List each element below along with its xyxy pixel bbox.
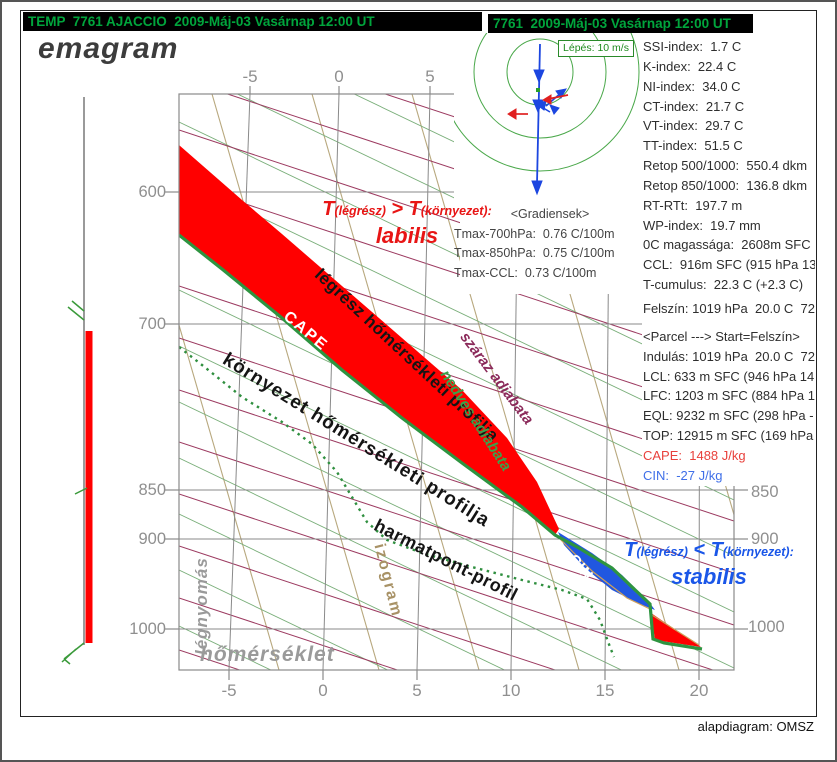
y-tick-right-1000: 1000 — [748, 618, 785, 636]
hodograph — [454, 33, 640, 196]
index-line: Retop 500/1000: 550.4 dkm — [643, 158, 808, 174]
gradients-block: <Gradiensek> Tmax-700hPa: 0.76 C/100m Tm… — [454, 205, 646, 283]
index-line: K-index: 22.4 C — [643, 58, 737, 74]
labile-annotation: T(légrész) > T(környezet): labilis — [298, 198, 516, 249]
index-line: CT-index: 21.7 C — [643, 98, 745, 114]
index-line: VT-index: 29.7 C — [643, 118, 744, 134]
x-tick-m5: -5 — [221, 681, 237, 700]
dewpoint-profile-line — [179, 346, 616, 658]
wind-barb-bottom — [61, 642, 85, 665]
parcel-line: EQL: 9232 m SFC (298 hPa - — [643, 408, 814, 424]
index-line: CCL: 916m SFC (915 hPa 13 — [643, 257, 815, 273]
stable-word: stabilis — [671, 564, 747, 589]
wind-barb-top — [67, 300, 85, 321]
wind-vectors-red — [507, 94, 569, 120]
x-tick-top-0: 0 — [334, 67, 344, 86]
left-wind-staff — [61, 97, 93, 665]
x-tick-0: 0 — [318, 681, 328, 700]
cape-layer-bar — [85, 331, 93, 643]
x-tick-5: 5 — [412, 681, 422, 700]
indices-panel-bg — [642, 33, 816, 486]
x-tick-20: 20 — [689, 681, 709, 700]
station-header-right: 7761 2009-Máj-03 Vasárnap 12:00 UT — [488, 14, 753, 33]
axis-ticks — [164, 86, 748, 680]
y-tick-600: 600 — [138, 183, 166, 201]
x-tick-10: 10 — [501, 681, 521, 700]
pressure-axis-label: légnyomás — [192, 557, 211, 655]
index-line: Retop 850/1000: 136.8 dkm — [643, 177, 808, 193]
indices-panel: SSI-index: 1.7 C K-index: 22.4 C NI-inde… — [643, 37, 815, 486]
hodograph-panel-bg — [454, 33, 644, 206]
gradients-panel-bg — [460, 202, 642, 294]
y-tick-850: 850 — [138, 481, 166, 499]
environment-profile-line — [179, 233, 703, 651]
surface-line: Felszín: 1019 hPa 20.0 C 72 — [643, 300, 815, 316]
index-line: NI-index: 34.0 C — [643, 78, 741, 94]
gradient-line: Tmax-850hPa: 0.75 C/100m — [454, 246, 615, 260]
parcel-title: <Parcel ---> Start=Felszín> — [643, 328, 800, 344]
parcel-line: LFC: 1203 m SFC (884 hPa 1 — [643, 388, 815, 404]
cape-area — [179, 145, 559, 535]
x-tick-top-m5: -5 — [242, 67, 258, 86]
index-line: 0C magassága: 2608m SFC — [643, 237, 811, 253]
x-tick-15: 15 — [595, 681, 615, 700]
index-line: TT-index: 51.5 C — [643, 138, 743, 154]
stable-annotation: T(légrész) < T(környezet): stabilis — [600, 539, 818, 590]
hodograph-ring-20 — [473, 33, 607, 139]
gradients-title: <Gradiensek> — [510, 207, 590, 221]
parcel-line: TOP: 12915 m SFC (169 hPa — [643, 428, 814, 444]
y-tick-1000: 1000 — [129, 620, 166, 638]
content-frame — [20, 10, 817, 717]
station-header-left: TEMP 7761 AJACCIO 2009-Máj-03 Vasárnap 1… — [23, 12, 482, 31]
parcel-block: <Parcel ---> Start=Felszín> Indulás: 101… — [643, 327, 815, 486]
index-line: T-cumulus: 22.3 C (+2.3 C) — [643, 277, 804, 293]
stable-formula: T(légrész) < T(környezet): — [624, 539, 794, 561]
x-tick-top-5: 5 — [425, 67, 435, 86]
parcel-line: Indulás: 1019 hPa 20.0 C 72 — [643, 348, 815, 364]
y-tick-700: 700 — [138, 315, 166, 333]
y-tick-right-850: 850 — [751, 483, 779, 501]
gradient-line: Tmax-CCL: 0.73 C/100m — [454, 265, 597, 280]
temperature-axis-label: hőmérséklet — [200, 643, 335, 666]
cape-value: CAPE: 1488 J/kg — [643, 447, 746, 463]
labile-formula: T(légrész) > T(környezet): — [322, 198, 492, 220]
index-line: RT-RTt: 197.7 m — [643, 197, 743, 213]
gradient-line: Tmax-700hPa: 0.76 C/100m — [454, 226, 615, 241]
parcel-low-trace — [559, 538, 700, 646]
parcel-line: LCL: 633 m SFC (946 hPa 14 — [643, 368, 815, 384]
hodograph-ring-30 — [454, 33, 640, 172]
y-tick-right-900: 900 — [751, 530, 779, 548]
wind-vectors-blue — [531, 43, 567, 196]
labile-word: labilis — [375, 223, 439, 248]
cin-value: CIN: -27 J/kg — [643, 467, 723, 483]
index-line: SSI-index: 1.7 C — [643, 39, 742, 54]
diagram-title: emagram — [38, 32, 179, 65]
hodograph-step-label: Lépés: 10 m/s — [558, 40, 634, 57]
index-line: WP-index: 19.7 mm — [643, 217, 761, 233]
credit-text: alapdiagram: OMSZ — [697, 719, 814, 734]
y-tick-900: 900 — [138, 530, 166, 548]
level-850-mark — [74, 487, 88, 495]
